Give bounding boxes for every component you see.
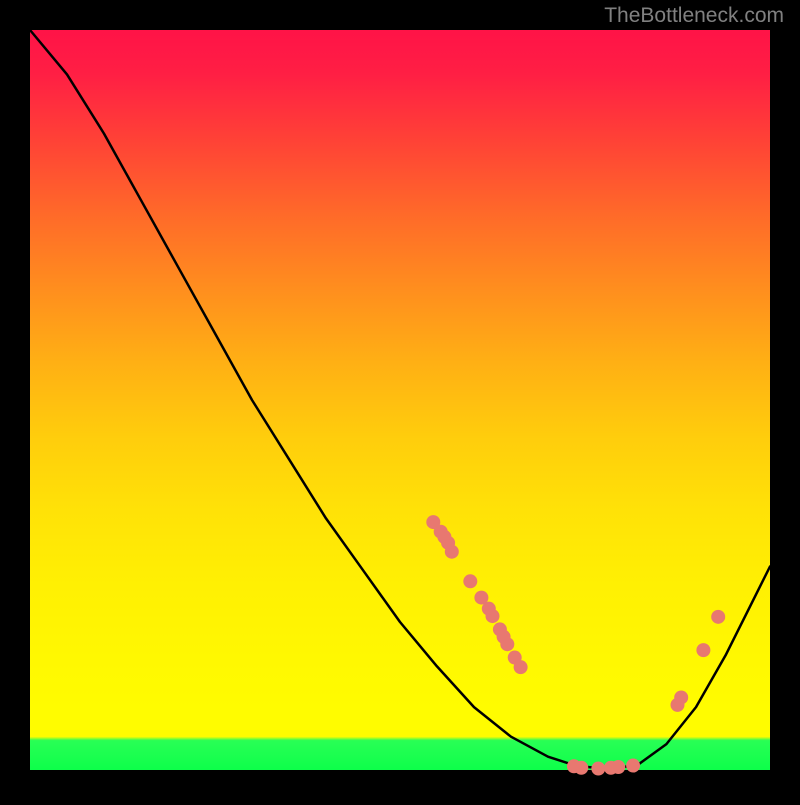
- data-marker: [674, 690, 688, 704]
- data-marker: [500, 637, 514, 651]
- data-marker: [486, 609, 500, 623]
- data-marker: [591, 762, 605, 776]
- data-marker: [696, 643, 710, 657]
- bottleneck-chart: [0, 0, 800, 800]
- data-marker: [626, 759, 640, 773]
- data-marker: [445, 545, 459, 559]
- data-marker: [611, 760, 625, 774]
- data-marker: [574, 761, 588, 775]
- watermark-text: TheBottleneck.com: [604, 4, 784, 28]
- data-marker: [463, 574, 477, 588]
- data-marker: [711, 610, 725, 624]
- plot-background: [30, 30, 770, 770]
- data-marker: [514, 660, 528, 674]
